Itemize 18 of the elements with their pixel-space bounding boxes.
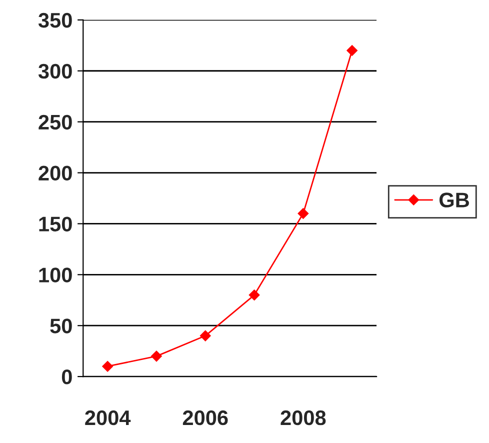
point <box>200 330 211 342</box>
y-tick-label: 200 <box>38 166 72 181</box>
point <box>102 360 114 372</box>
y-tick-label: 100 <box>39 268 72 282</box>
y-tick-label: 300 <box>38 64 72 79</box>
point <box>151 350 162 362</box>
point <box>248 290 260 300</box>
point <box>346 45 358 56</box>
point <box>298 208 309 219</box>
x-tick-label: 2006 <box>182 410 228 426</box>
y-tick-label: 0 <box>62 370 72 384</box>
y-tick-label: 150 <box>39 216 72 232</box>
x-tick-label: 2008 <box>280 410 326 426</box>
y-tick-label: 350 <box>38 12 72 28</box>
x-tick-label: 2004 <box>85 410 131 426</box>
legend-label: GB <box>440 192 469 208</box>
y-tick-label: 250 <box>38 114 72 130</box>
y-tick-label: 50 <box>50 318 72 334</box>
